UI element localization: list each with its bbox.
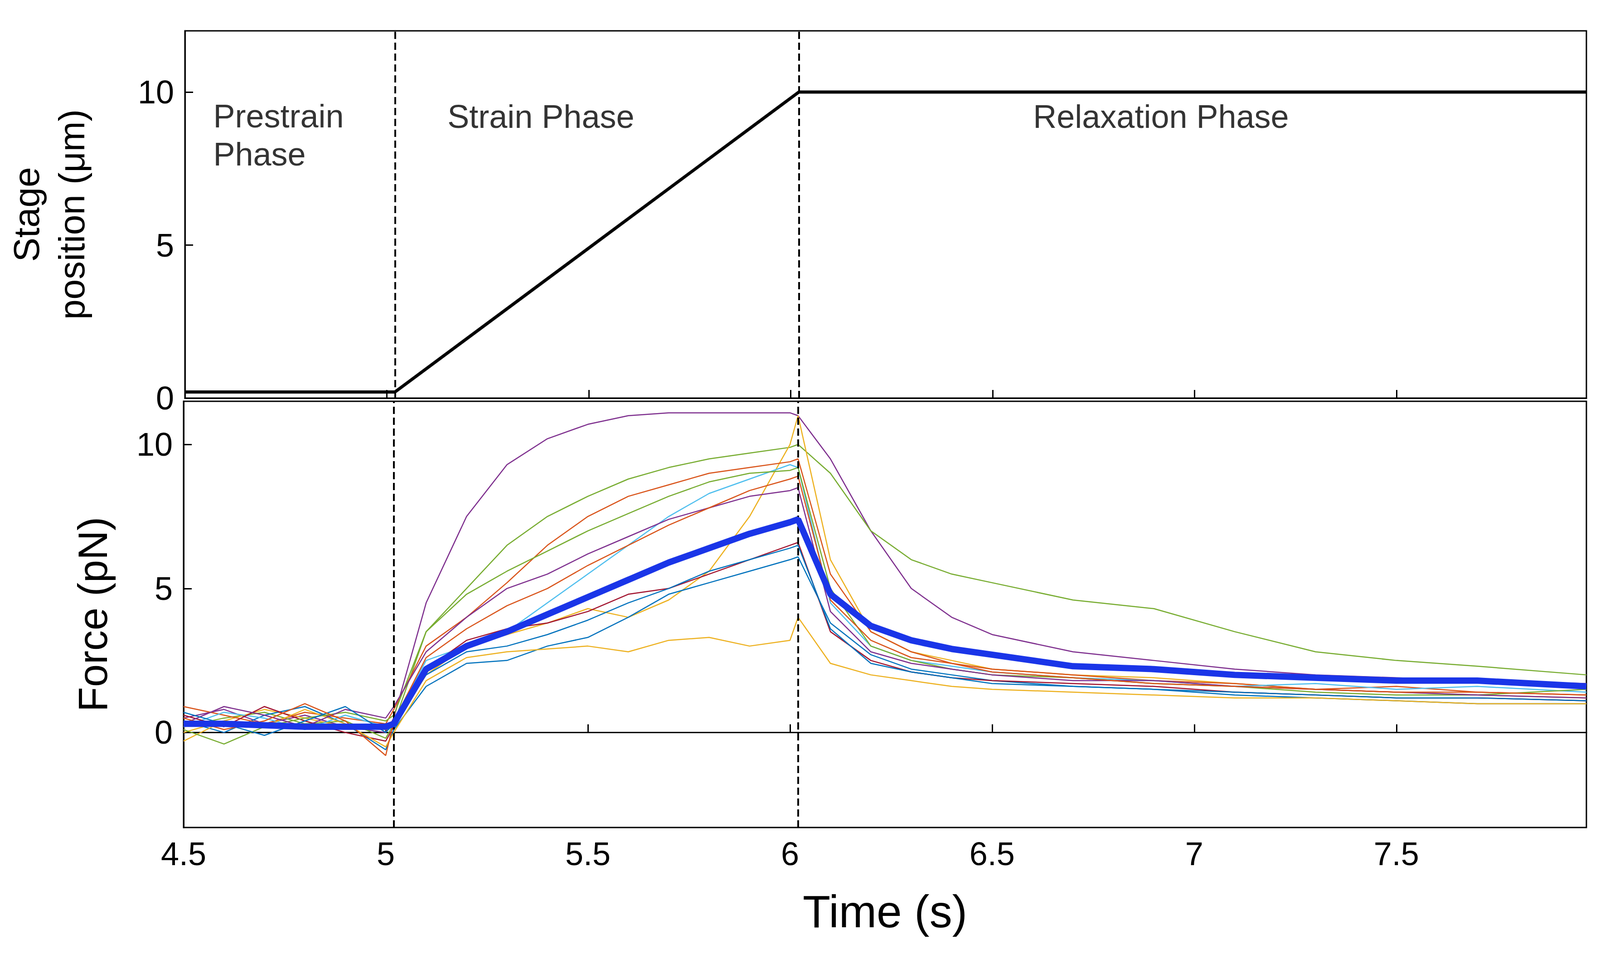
svg-text:0: 0 <box>155 379 175 417</box>
svg-text:Stage: Stage <box>6 166 47 262</box>
svg-text:Strain Phase: Strain Phase <box>447 98 635 135</box>
svg-text:4.5: 4.5 <box>160 835 207 872</box>
svg-text:7.5: 7.5 <box>1373 835 1420 872</box>
svg-text:7: 7 <box>1185 835 1204 872</box>
svg-text:Relaxation Phase: Relaxation Phase <box>1032 98 1289 135</box>
svg-text:6.5: 6.5 <box>969 835 1015 872</box>
svg-text:10: 10 <box>137 73 175 111</box>
svg-text:Prestrain: Prestrain <box>213 97 353 135</box>
svg-text:5: 5 <box>376 835 395 872</box>
svg-text:position (μm): position (μm) <box>51 109 93 320</box>
svg-text:0: 0 <box>154 713 173 751</box>
svg-text:Time (s): Time (s) <box>802 885 968 937</box>
svg-text:5: 5 <box>154 570 173 607</box>
svg-text:Phase: Phase <box>213 135 306 173</box>
svg-text:5.5: 5.5 <box>565 835 611 872</box>
svg-text:Force (pN): Force (pN) <box>70 516 116 712</box>
svg-text:5: 5 <box>155 227 175 264</box>
svg-text:6: 6 <box>780 835 800 872</box>
svg-text:10: 10 <box>136 426 173 463</box>
